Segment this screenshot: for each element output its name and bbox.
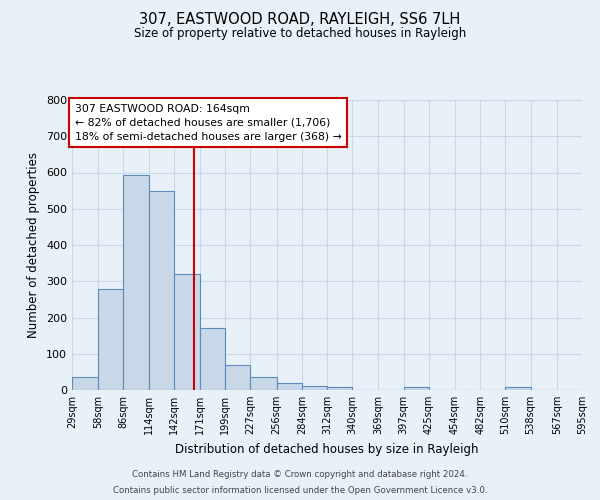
- Text: Size of property relative to detached houses in Rayleigh: Size of property relative to detached ho…: [134, 28, 466, 40]
- Bar: [302, 386, 327, 390]
- Bar: [72, 376, 98, 390]
- Bar: [174, 274, 200, 390]
- Text: Contains HM Land Registry data © Crown copyright and database right 2024.: Contains HM Land Registry data © Crown c…: [132, 470, 468, 479]
- Y-axis label: Number of detached properties: Number of detached properties: [28, 152, 40, 338]
- Bar: [200, 328, 225, 390]
- Bar: [277, 383, 302, 390]
- Bar: [404, 388, 429, 390]
- Text: Contains public sector information licensed under the Open Government Licence v3: Contains public sector information licen…: [113, 486, 487, 495]
- Bar: [327, 387, 352, 390]
- Bar: [98, 288, 124, 390]
- Bar: [505, 387, 530, 390]
- Bar: [250, 376, 277, 390]
- Text: 307, EASTWOOD ROAD, RAYLEIGH, SS6 7LH: 307, EASTWOOD ROAD, RAYLEIGH, SS6 7LH: [139, 12, 461, 28]
- Bar: [124, 176, 149, 390]
- X-axis label: Distribution of detached houses by size in Rayleigh: Distribution of detached houses by size …: [175, 442, 479, 456]
- Bar: [225, 366, 250, 390]
- Bar: [149, 190, 174, 390]
- Text: 307 EASTWOOD ROAD: 164sqm
← 82% of detached houses are smaller (1,706)
18% of se: 307 EASTWOOD ROAD: 164sqm ← 82% of detac…: [75, 104, 341, 142]
